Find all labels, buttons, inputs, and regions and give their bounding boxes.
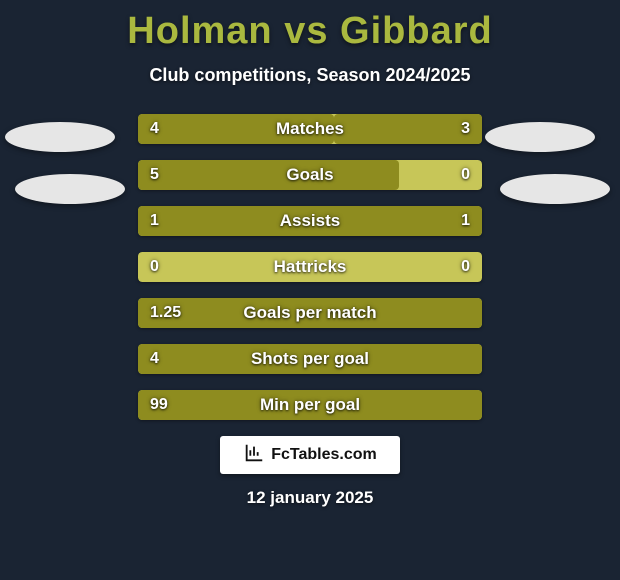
comparison-title: Holman vs Gibbard [0, 0, 620, 53]
stat-row: 99Min per goal [138, 390, 482, 420]
snapshot-date: 12 january 2025 [0, 488, 620, 508]
team-badge [485, 122, 595, 152]
stat-right-value: 1 [461, 206, 470, 236]
stat-right-value: 3 [461, 114, 470, 144]
stat-row: 4Matches3 [138, 114, 482, 144]
stats-list: 4Matches35Goals01Assists10Hattricks01.25… [138, 114, 482, 420]
stat-label: Assists [138, 206, 482, 236]
stat-row: 0Hattricks0 [138, 252, 482, 282]
team-badge [500, 174, 610, 204]
stat-label: Goals per match [138, 298, 482, 328]
attribution-badge: FcTables.com [220, 436, 400, 474]
stat-label: Shots per goal [138, 344, 482, 374]
stat-label: Matches [138, 114, 482, 144]
team-badge [5, 122, 115, 152]
team-badge [15, 174, 125, 204]
attribution-text: FcTables.com [271, 446, 377, 464]
stat-label: Goals [138, 160, 482, 190]
stat-right-value: 0 [461, 252, 470, 282]
comparison-subtitle: Club competitions, Season 2024/2025 [0, 65, 620, 86]
stat-row: 4Shots per goal [138, 344, 482, 374]
stat-row: 5Goals0 [138, 160, 482, 190]
stat-row: 1.25Goals per match [138, 298, 482, 328]
stat-right-value: 0 [461, 160, 470, 190]
stat-label: Min per goal [138, 390, 482, 420]
chart-icon [243, 442, 265, 469]
stat-row: 1Assists1 [138, 206, 482, 236]
stat-label: Hattricks [138, 252, 482, 282]
